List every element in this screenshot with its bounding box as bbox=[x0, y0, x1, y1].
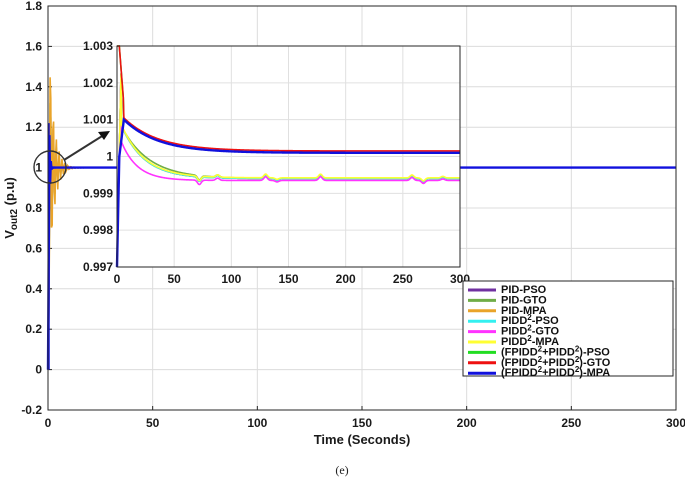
main-y-tick-label: 0.2 bbox=[25, 322, 42, 336]
inset-x-tick-label: 250 bbox=[393, 272, 413, 286]
legend-label-part: (FPIDD bbox=[501, 367, 538, 379]
main-y-tick-label: 1.2 bbox=[25, 120, 42, 134]
legend-label-part: PIDD bbox=[501, 326, 527, 338]
zoom-arrow-shaft bbox=[63, 132, 108, 161]
inset-y-tick-label: 0.999 bbox=[83, 186, 113, 200]
legend-item-fpidd2-mpa: (FPIDD2+PIDD2)-MPA bbox=[468, 365, 610, 379]
main-y-tick-label: 1.8 bbox=[25, 0, 42, 13]
main-y-tick-label: 1 bbox=[35, 161, 42, 175]
legend-label-superscript: 2 bbox=[575, 365, 580, 374]
legend-label-part: PID-PSO bbox=[501, 284, 547, 296]
y-axis-label: Vout2 (p.u) bbox=[2, 177, 20, 239]
y-axis-label-unit: (p.u) bbox=[2, 177, 17, 209]
inset-series-line-fpidd2-gto bbox=[117, 45, 460, 152]
legend-item-pid-gto: PID-GTO bbox=[468, 294, 547, 306]
inset-x-tick-labels: 0 50 100 150 200 250 300 bbox=[114, 272, 471, 286]
inset-y-tick-label: 1.003 bbox=[83, 39, 113, 53]
main-y-tick-label: 0 bbox=[35, 363, 42, 377]
inset-y-tick-label: 1.001 bbox=[83, 113, 113, 127]
legend-label: PIDD2-MPA bbox=[501, 334, 559, 348]
legend: PID-PSOPID-GTOPID-MPAPIDD2-PSOPIDD2-GTOP… bbox=[462, 280, 674, 379]
legend-label-part: -MPA bbox=[532, 336, 559, 348]
zoom-indicator bbox=[33, 131, 110, 184]
inset-series-group bbox=[115, 45, 460, 268]
inset-x-tick-label: 150 bbox=[278, 272, 298, 286]
legend-item-pid-mpa: PID-MPA bbox=[468, 305, 547, 317]
main-y-tick-label: 0.6 bbox=[25, 241, 42, 255]
figure-caption: (e) bbox=[335, 463, 348, 477]
y-axis-label-main: V bbox=[2, 230, 17, 239]
legend-label-part: PIDD bbox=[501, 315, 527, 327]
inset-y-tick-label: 1 bbox=[106, 150, 113, 164]
y-axis-label-subscript: out2 bbox=[9, 209, 20, 231]
inset-y-tick-label: 0.997 bbox=[83, 260, 113, 274]
legend-label-part: PIDD bbox=[501, 336, 527, 348]
main-y-tick-label: 1.6 bbox=[25, 39, 42, 53]
legend-label-part: +PIDD bbox=[542, 346, 575, 358]
legend-item-pidd2-pso: PIDD2-PSO bbox=[468, 313, 559, 327]
legend-label-part: (FPIDD bbox=[501, 346, 538, 358]
main-y-tick-labels: -0.2 0 0.2 0.4 0.6 0.8 1 1.2 1.4 1.6 1.8 bbox=[21, 0, 42, 417]
main-x-tick-label: 0 bbox=[45, 416, 52, 430]
inset-y-tick-label: 1.002 bbox=[83, 76, 113, 90]
legend-label-part: )-PSO bbox=[579, 346, 610, 358]
main-y-tick-label: 0.8 bbox=[25, 201, 42, 215]
x-axis-label: Time (Seconds) bbox=[314, 432, 411, 447]
main-x-tick-label: 100 bbox=[247, 416, 267, 430]
main-y-tick-label: -0.2 bbox=[21, 403, 42, 417]
inset-series-line-pidd2-mpa bbox=[116, 73, 460, 268]
legend-label-superscript: 2 bbox=[527, 324, 532, 333]
main-x-tick-label: 250 bbox=[561, 416, 581, 430]
legend-label-part: +PIDD bbox=[542, 357, 575, 369]
legend-label: (FPIDD2+PIDD2)-GTO bbox=[501, 355, 611, 369]
legend-label-part: +PIDD bbox=[542, 367, 575, 379]
legend-label-part: PID-GTO bbox=[501, 294, 547, 306]
inset-x-tick-label: 0 bbox=[114, 272, 121, 286]
legend-label-superscript: 2 bbox=[527, 334, 532, 343]
legend-label: PID-MPA bbox=[501, 305, 547, 317]
legend-label-part: -GTO bbox=[532, 326, 560, 338]
legend-label: PID-PSO bbox=[501, 284, 547, 296]
legend-label-superscript: 2 bbox=[538, 365, 543, 374]
inset-y-tick-label: 0.998 bbox=[83, 223, 113, 237]
main-x-tick-label: 150 bbox=[352, 416, 372, 430]
main-x-tick-labels: 0 50 100 150 200 250 300 bbox=[45, 416, 685, 430]
zoom-circle bbox=[33, 150, 67, 184]
inset-series-line-pidd2-gto bbox=[116, 73, 460, 268]
legend-label: (FPIDD2+PIDD2)-PSO bbox=[501, 344, 610, 358]
legend-item-pidd2-gto: PIDD2-GTO bbox=[468, 324, 559, 338]
main-x-tick-label: 300 bbox=[666, 416, 685, 430]
inset-axes: 0 50 100 150 200 250 300 0.9970.9980.99911.001… bbox=[83, 39, 470, 286]
inset-x-tick-label: 100 bbox=[221, 272, 241, 286]
legend-label: (FPIDD2+PIDD2)-MPA bbox=[501, 365, 610, 379]
legend-label-superscript: 2 bbox=[538, 355, 543, 364]
legend-label-superscript: 2 bbox=[538, 344, 543, 353]
legend-item-pid-pso: PID-PSO bbox=[468, 284, 547, 296]
legend-label-part: PID-MPA bbox=[501, 305, 547, 317]
inset-x-tick-label: 50 bbox=[167, 272, 181, 286]
legend-label-part: (FPIDD bbox=[501, 357, 538, 369]
legend-item-fpidd2-pso: (FPIDD2+PIDD2)-PSO bbox=[468, 344, 610, 358]
legend-label-superscript: 2 bbox=[575, 344, 580, 353]
zoom-arrow-head bbox=[98, 131, 110, 140]
main-y-tick-label: 0.4 bbox=[25, 282, 42, 296]
main-x-tick-label: 200 bbox=[457, 416, 477, 430]
legend-label: PID-GTO bbox=[501, 294, 547, 306]
inset-y-tick-labels: 0.997 0.998 0.999 1 1.001 1.002 1.003 bbox=[83, 39, 113, 274]
inset-series-line-fpidd2-mpa bbox=[115, 117, 460, 268]
legend-label-part: -PSO bbox=[532, 315, 559, 327]
legend-label-superscript: 2 bbox=[575, 355, 580, 364]
legend-label-superscript: 2 bbox=[527, 313, 532, 322]
main-y-tick-label: 1.4 bbox=[25, 80, 42, 94]
legend-label-part: )-GTO bbox=[579, 357, 610, 369]
legend-item-pidd2-mpa: PIDD2-MPA bbox=[468, 334, 559, 348]
legend-label: PIDD2-GTO bbox=[501, 324, 559, 338]
legend-label-part: )-MPA bbox=[579, 367, 610, 379]
legend-label: PIDD2-PSO bbox=[501, 313, 559, 327]
legend-box bbox=[462, 280, 674, 377]
main-x-tick-label: 50 bbox=[146, 416, 160, 430]
legend-item-fpidd2-gto: (FPIDD2+PIDD2)-GTO bbox=[468, 355, 611, 369]
inset-x-tick-label: 200 bbox=[336, 272, 356, 286]
